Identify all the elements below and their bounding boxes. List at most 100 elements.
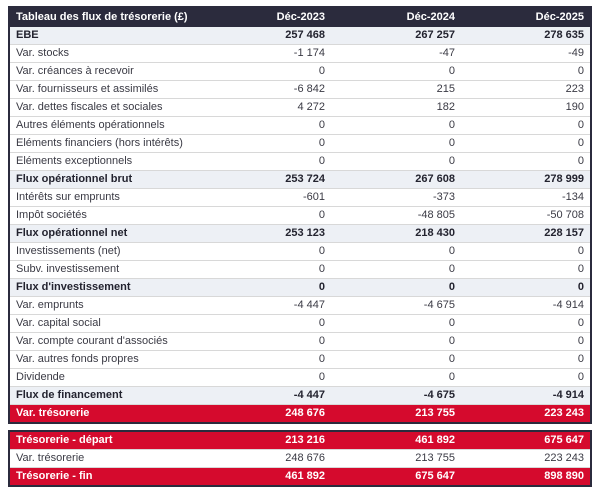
table-row: Var. emprunts -4 447 -4 675 -4 914 xyxy=(9,297,591,315)
row-value: 0 xyxy=(577,155,584,167)
row-value: 228 157 xyxy=(544,227,584,239)
treasury-summary-table: Trésorerie - départ 213 216 461 892 675 647… xyxy=(8,430,592,487)
row-value: 182 xyxy=(436,101,455,113)
row-value: 0 xyxy=(577,371,584,383)
row-value: 0 xyxy=(318,245,325,257)
row-value: 213 755 xyxy=(415,452,455,464)
row-value: 0 xyxy=(577,137,584,149)
row-value: 0 xyxy=(318,65,325,77)
row-value: 253 724 xyxy=(285,173,325,185)
row-label: Var. créances à recevoir xyxy=(16,65,134,77)
table-row: Var. dettes fiscales et sociales 4 272 182… xyxy=(9,99,591,117)
table-row: Eléments exceptionnels 0 0 0 xyxy=(9,153,591,171)
row-value: 278 999 xyxy=(544,173,584,185)
column-header-dec-2025: Déc-2025 xyxy=(461,7,591,27)
row-value: 0 xyxy=(448,281,455,293)
row-value: 223 243 xyxy=(544,407,584,419)
table-row: Subv. investissement 0 0 0 xyxy=(9,261,591,279)
row-label: Autres éléments opérationnels xyxy=(16,119,165,131)
row-value: -4 447 xyxy=(293,389,325,401)
row-label: Var. capital social xyxy=(16,317,101,329)
cash-flow-table: Tableau des flux de trésorerie (£) Déc-2… xyxy=(8,6,592,424)
table-row: Investissements (net) 0 0 0 xyxy=(9,243,591,261)
column-header-dec-2023: Déc-2023 xyxy=(201,7,331,27)
table-row: Var. trésorerie 248 676 213 755 223 243 xyxy=(9,404,591,423)
table-row: EBE 257 468 267 257 278 635 xyxy=(9,27,591,45)
row-value: -4 914 xyxy=(552,299,584,311)
row-value: 0 xyxy=(318,335,325,347)
row-value: 213 216 xyxy=(285,434,325,446)
row-value: 215 xyxy=(436,83,455,95)
row-label: Var. trésorerie xyxy=(16,452,85,464)
table-row: Flux opérationnel brut 253 724 267 608 278 … xyxy=(9,170,591,189)
row-label: Var. stocks xyxy=(16,47,69,59)
table-row: Var. compte courant d'associés 0 0 0 xyxy=(9,333,591,351)
row-value: 0 xyxy=(448,335,455,347)
row-value: -49 xyxy=(568,47,584,59)
table-row: Autres éléments opérationnels 0 0 0 xyxy=(9,117,591,135)
row-label: Trésorerie - départ xyxy=(16,434,113,446)
row-value: 0 xyxy=(318,281,325,293)
row-value: 675 647 xyxy=(544,434,584,446)
row-value: 267 257 xyxy=(415,29,455,41)
table-row: Var. stocks -1 174 -47 -49 xyxy=(9,45,591,63)
row-value: -1 174 xyxy=(293,47,325,59)
row-label: Var. emprunts xyxy=(16,299,84,311)
table-row: Intérêts sur emprunts -601 -373 -134 xyxy=(9,189,591,207)
row-label: Investissements (net) xyxy=(16,245,121,257)
row-value: 0 xyxy=(577,281,584,293)
table-row: Var. fournisseurs et assimilés -6 842 215 2… xyxy=(9,81,591,99)
row-value: 218 430 xyxy=(415,227,455,239)
row-label: Eléments exceptionnels xyxy=(16,155,133,167)
row-label: EBE xyxy=(16,29,39,41)
row-value: 278 635 xyxy=(544,29,584,41)
row-value: -50 708 xyxy=(546,209,584,221)
row-value: 253 123 xyxy=(285,227,325,239)
column-header-dec-2024: Déc-2024 xyxy=(331,7,461,27)
row-label: Var. fournisseurs et assimilés xyxy=(16,83,159,95)
table-row: Var. créances à recevoir 0 0 0 xyxy=(9,63,591,81)
row-value: 0 xyxy=(448,317,455,329)
row-label: Eléments financiers (hors intérêts) xyxy=(16,137,183,149)
row-label: Flux d'investissement xyxy=(16,281,131,293)
row-value: 4 272 xyxy=(297,101,325,113)
row-value: 248 676 xyxy=(285,452,325,464)
row-value: -4 914 xyxy=(552,389,584,401)
row-label: Var. compte courant d'associés xyxy=(16,335,168,347)
row-value: 0 xyxy=(577,263,584,275)
row-value: 0 xyxy=(318,317,325,329)
row-value: -134 xyxy=(561,191,584,203)
row-value: 0 xyxy=(318,137,325,149)
table-row: Trésorerie - départ 213 216 461 892 675 647 xyxy=(9,431,591,450)
row-value: -48 805 xyxy=(417,209,455,221)
row-label: Var. trésorerie xyxy=(16,407,90,419)
row-value: 0 xyxy=(448,353,455,365)
table-row: Dividende 0 0 0 xyxy=(9,369,591,387)
row-label: Var. autres fonds propres xyxy=(16,353,139,365)
row-value: 257 468 xyxy=(285,29,325,41)
row-value: 0 xyxy=(448,263,455,275)
row-value: 0 xyxy=(448,245,455,257)
row-value: -4 675 xyxy=(423,299,455,311)
row-value: 0 xyxy=(448,155,455,167)
row-value: 0 xyxy=(577,65,584,77)
row-label: Subv. investissement xyxy=(16,263,120,275)
row-value: 0 xyxy=(448,65,455,77)
row-value: 0 xyxy=(577,119,584,131)
row-label: Flux opérationnel brut xyxy=(16,173,133,185)
row-value: 0 xyxy=(318,209,325,221)
table-row: Eléments financiers (hors intérêts) 0 0 0 xyxy=(9,135,591,153)
table-row: Flux d'investissement 0 0 0 xyxy=(9,278,591,297)
row-value: 190 xyxy=(565,101,584,113)
row-value: -6 842 xyxy=(293,83,325,95)
table-row: Var. autres fonds propres 0 0 0 xyxy=(9,351,591,369)
row-label: Flux de financement xyxy=(16,389,123,401)
row-value: 461 892 xyxy=(415,434,455,446)
row-label: Trésorerie - fin xyxy=(16,470,93,482)
row-value: -4 447 xyxy=(293,299,325,311)
row-value: 0 xyxy=(318,353,325,365)
row-value: 461 892 xyxy=(285,470,325,482)
row-label: Impôt sociétés xyxy=(16,209,87,221)
row-value: 0 xyxy=(577,245,584,257)
row-value: 223 xyxy=(565,83,584,95)
